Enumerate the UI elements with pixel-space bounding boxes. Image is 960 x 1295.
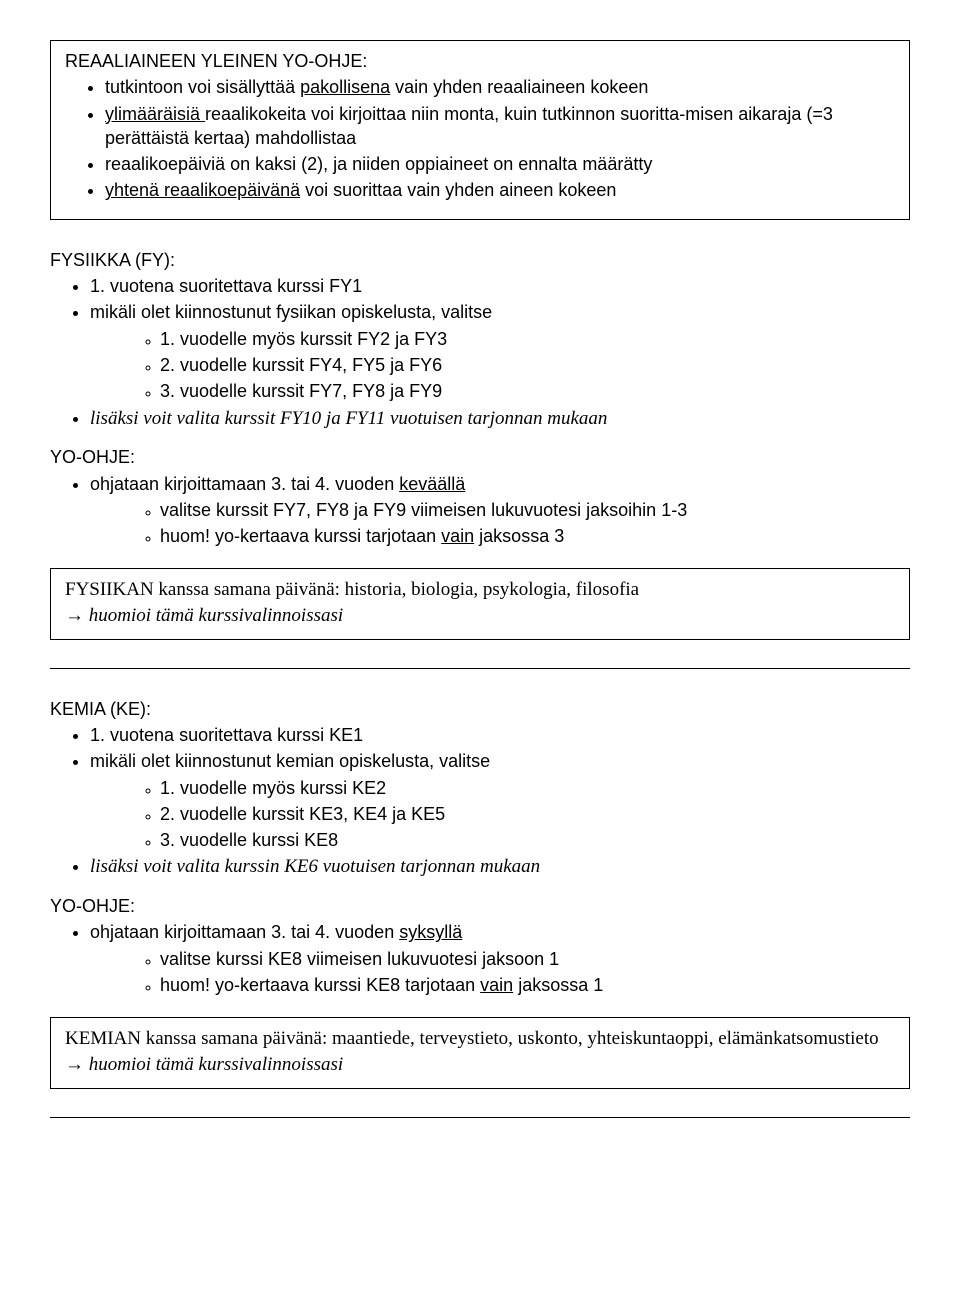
section-divider: [50, 668, 910, 669]
fy-item-3: lisäksi voit valita kurssit FY10 ja FY11…: [90, 406, 910, 432]
fysiikka-sublist: 1. vuodelle myös kurssit FY2 ja FY3 2. v…: [50, 327, 910, 404]
ke-sub-2: 2. vuodelle kurssit KE3, KE4 ja KE5: [160, 802, 910, 826]
kemia-list: 1. vuotena suoritettava kurssi KE1 mikäl…: [50, 723, 910, 774]
fysiikka-list-2: lisäksi voit valita kurssit FY10 ja FY11…: [50, 406, 910, 432]
text-italic: lisäksi voit valita kurssin KE6 vuotuise…: [90, 856, 540, 877]
box1-title: REAALIAINEEN YLEINEN YO-OHJE:: [65, 49, 895, 73]
kemia-heading: KEMIA (KE):: [50, 697, 910, 721]
text: ohjataan kirjoittamaan 3. tai 4. vuoden: [90, 474, 399, 494]
fy-yo-list: ohjataan kirjoittamaan 3. tai 4. vuoden …: [50, 472, 910, 496]
fysiikka-heading: FYSIIKKA (FY):: [50, 248, 910, 272]
text: huom! yo-kertaava kurssi tarjotaan: [160, 526, 441, 546]
fy-yo-sub-1: valitse kurssit FY7, FY8 ja FY9 viimeise…: [160, 498, 910, 522]
text-underline: pakollisena: [300, 77, 390, 97]
fy-item-2: mikäli olet kiinnostunut fysiikan opiske…: [90, 300, 910, 324]
text: jaksossa 3: [474, 526, 564, 546]
box1-item-2: ylimääräisiä reaalikokeita voi kirjoitta…: [105, 102, 895, 151]
fy-yo-item-1: ohjataan kirjoittamaan 3. tai 4. vuoden …: [90, 472, 910, 496]
text-underline: vain: [441, 526, 474, 546]
box1-item-3: reaalikoepäiviä on kaksi (2), ja niiden …: [105, 152, 895, 176]
ke-yo-sublist: valitse kurssi KE8 viimeisen lukuvuotesi…: [50, 947, 910, 998]
box1-list: tutkintoon voi sisällyttää pakollisena v…: [65, 75, 895, 202]
text: ohjataan kirjoittamaan 3. tai 4. vuoden: [90, 922, 399, 942]
fy-box-line1: FYSIIKAN kanssa samana päivänä: historia…: [65, 577, 895, 603]
text-italic: huomioi tämä kurssivalinnoissasi: [89, 1054, 343, 1075]
section-divider-2: [50, 1117, 910, 1118]
ke-item-1: 1. vuotena suoritettava kurssi KE1: [90, 723, 910, 747]
fysiikka-note-box: FYSIIKAN kanssa samana päivänä: historia…: [50, 568, 910, 639]
text: jaksossa 1: [513, 975, 603, 995]
kemia-sublist: 1. vuodelle myös kurssi KE2 2. vuodelle …: [50, 776, 910, 853]
text-underline: ylimääräisiä: [105, 104, 205, 124]
fy-box-line2: → huomioi tämä kurssivalinnoissasi: [65, 603, 895, 629]
text: reaalikokeita voi kirjoittaa niin monta,…: [105, 104, 833, 148]
arrow: →: [65, 605, 89, 626]
text: tutkintoon voi sisällyttää: [105, 77, 300, 97]
fy-yo-sublist: valitse kurssit FY7, FY8 ja FY9 viimeise…: [50, 498, 910, 549]
text-underline: yhtenä reaalikoepäivänä: [105, 180, 300, 200]
fy-sub-3: 3. vuodelle kurssit FY7, FY8 ja FY9: [160, 379, 910, 403]
general-yo-ohje-box: REAALIAINEEN YLEINEN YO-OHJE: tutkintoon…: [50, 40, 910, 220]
ke-box-line: KEMIAN kanssa samana päivänä: maantiede,…: [65, 1026, 895, 1077]
text: vain yhden reaaliaineen kokeen: [390, 77, 648, 97]
fy-yo-ohje-heading: YO-OHJE:: [50, 445, 910, 469]
kemia-list-2: lisäksi voit valita kurssin KE6 vuotuise…: [50, 854, 910, 880]
text: huom! yo-kertaava kurssi KE8 tarjotaan: [160, 975, 480, 995]
ke-yo-list: ohjataan kirjoittamaan 3. tai 4. vuoden …: [50, 920, 910, 944]
ke-yo-sub-1: valitse kurssi KE8 viimeisen lukuvuotesi…: [160, 947, 910, 971]
ke-yo-ohje-heading: YO-OHJE:: [50, 894, 910, 918]
ke-yo-sub-2: huom! yo-kertaava kurssi KE8 tarjotaan v…: [160, 973, 910, 997]
text-underline: syksyllä: [399, 922, 462, 942]
text-italic: lisäksi voit valita kurssit FY10 ja FY11…: [90, 408, 607, 429]
text: voi suorittaa vain yhden aineen kokeen: [300, 180, 616, 200]
ke-sub-1: 1. vuodelle myös kurssi KE2: [160, 776, 910, 800]
fy-yo-sub-2: huom! yo-kertaava kurssi tarjotaan vain …: [160, 524, 910, 548]
kemia-note-box: KEMIAN kanssa samana päivänä: maantiede,…: [50, 1017, 910, 1088]
text-italic: huomioi tämä kurssivalinnoissasi: [89, 605, 343, 626]
fy-item-1: 1. vuotena suoritettava kurssi FY1: [90, 274, 910, 298]
fy-sub-1: 1. vuodelle myös kurssit FY2 ja FY3: [160, 327, 910, 351]
ke-item-2: mikäli olet kiinnostunut kemian opiskelu…: [90, 749, 910, 773]
ke-item-3: lisäksi voit valita kurssin KE6 vuotuise…: [90, 854, 910, 880]
box1-item-1: tutkintoon voi sisällyttää pakollisena v…: [105, 75, 895, 99]
ke-sub-3: 3. vuodelle kurssi KE8: [160, 828, 910, 852]
fysiikka-list: 1. vuotena suoritettava kurssi FY1 mikäl…: [50, 274, 910, 325]
text-underline: keväällä: [399, 474, 465, 494]
box1-item-4: yhtenä reaalikoepäivänä voi suorittaa va…: [105, 178, 895, 202]
ke-yo-item-1: ohjataan kirjoittamaan 3. tai 4. vuoden …: [90, 920, 910, 944]
fy-sub-2: 2. vuodelle kurssit FY4, FY5 ja FY6: [160, 353, 910, 377]
text-underline: vain: [480, 975, 513, 995]
